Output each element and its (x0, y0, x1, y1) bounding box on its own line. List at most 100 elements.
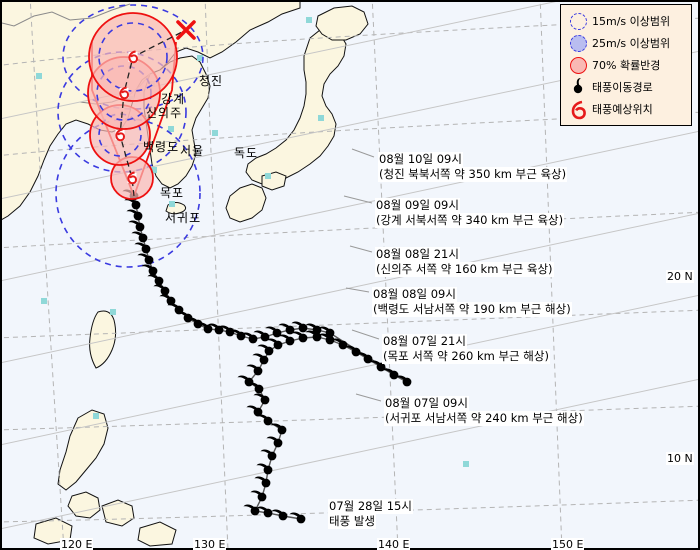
track-symbol (395, 375, 412, 387)
typhoon-genesis-note: 07월 28일 15시 태풍 발생 (328, 499, 413, 529)
annotation-time: 08월 10일 09시 (378, 152, 463, 167)
track-symbol (260, 449, 277, 461)
annotation-past-0807-2100: 08월 07일 21시 (목포 서쪽 약 260 km 부근 해상) (382, 334, 550, 364)
track-symbol (147, 274, 164, 286)
forecast-typhoon-symbol (115, 128, 126, 142)
track-symbol (266, 338, 283, 350)
leader-line-past-0807-0900 (355, 393, 382, 402)
land-philippines-s1 (101, 499, 135, 527)
city-label-seoul: 서울 (180, 144, 205, 158)
leader-line-forecast-0810-0900 (351, 148, 375, 158)
city-marker (93, 413, 99, 419)
typhoon-past-glyph (573, 78, 583, 94)
genesis-time: 07월 28일 15시 (328, 499, 413, 514)
track-symbol (134, 242, 151, 254)
city-label-sinuiju: 신의주 (146, 106, 183, 120)
dissipation-x-stroke (176, 20, 196, 40)
legend-row-typhoon-past-icon: 태풍이동경로 (566, 76, 687, 98)
landmasses (2, 2, 369, 547)
city-marker (212, 130, 218, 136)
forecast-typhoon-symbol (127, 171, 138, 185)
annotation-forecast-0810-0900: 08월 10일 09시 (청진 북북서쪽 약 350 km 부근 육상) (378, 152, 568, 182)
leader-line-forecast-0808-2100 (349, 245, 373, 253)
annotation-time: 08월 09일 09시 (375, 198, 460, 213)
track-symbol (246, 364, 263, 376)
track-symbol (265, 326, 282, 338)
typhoon-forecast-icon (566, 98, 592, 120)
legend-row-red-circle-icon: 70% 확률반경 (566, 54, 687, 76)
city-marker (36, 73, 42, 79)
wind25-circle-fc-0810-0900 (98, 22, 168, 92)
legend-label: 태풍이동경로 (592, 81, 653, 94)
annotation-place: (서귀포 서남서쪽 약 240 km 부근 해상) (384, 411, 584, 426)
axis-tick-label: 10 N (666, 452, 694, 465)
annotation-place: (신의주 서쪽 약 160 km 부근 육상) (375, 262, 554, 277)
city-label-cheongjin: 청진 (199, 74, 224, 88)
track-symbol (246, 405, 263, 417)
legend-row-dashed-circle-open-icon: 15m/s 이상범위 (566, 10, 687, 32)
annotation-place: (청진 북북서쪽 약 350 km 부근 육상) (378, 167, 568, 182)
track-symbol (291, 321, 308, 333)
track-symbol (128, 220, 145, 232)
secondary-graticule (2, 2, 698, 530)
track-symbol (289, 512, 306, 524)
typhoon-forecast-glyph (571, 100, 586, 120)
city-marker (318, 115, 324, 121)
track-symbol (257, 344, 274, 356)
city-marker (151, 167, 157, 173)
land-taiwan (89, 310, 117, 369)
track-symbol (131, 231, 148, 243)
axis-tick-label: 120 E (60, 538, 94, 550)
dissipation-x-icon (176, 20, 196, 40)
track-symbol (305, 323, 322, 335)
annotation-leader-lines (343, 148, 382, 402)
track-symbol (278, 323, 295, 335)
track-symbol (271, 509, 288, 521)
wind25-circle-fc-0808-2100 (98, 113, 142, 157)
leader-line-forecast-0809-0900 (343, 195, 373, 204)
track-symbol (126, 209, 143, 221)
land-philippines-luzon (57, 409, 109, 491)
city-marker (169, 201, 175, 207)
leader-line-forecast-0808-0900 (345, 287, 370, 293)
dashed-circle-filled-icon (566, 32, 592, 54)
city-marker (265, 173, 271, 179)
legend-label: 70% 확률반경 (592, 59, 661, 72)
annotation-time: 08월 08일 21시 (375, 247, 460, 262)
red-circle-icon (566, 54, 592, 76)
forecast-typhoon-symbol (119, 86, 130, 100)
city-label-dokdo: 독도 (234, 146, 259, 160)
dashed-circle-filled-shape (570, 35, 587, 52)
leader-line-past-0807-2100 (351, 329, 380, 340)
annotation-place: (목포 서쪽 약 260 km 부근 해상) (382, 349, 550, 364)
annotation-past-0807-0900: 08월 07일 09시 (서귀포 서남서쪽 약 240 km 부근 해상) (384, 396, 584, 426)
track-symbol (243, 504, 260, 516)
annotation-forecast-0808-0900: 08월 08일 09시 (백령도 서남서쪽 약 190 km 부근 해상) (372, 287, 572, 317)
city-marker (110, 309, 116, 315)
track-symbol (356, 352, 373, 364)
track-symbol (266, 436, 283, 448)
track-symbol (250, 490, 267, 502)
forecast-typhoon-symbols (115, 50, 139, 185)
track-symbol (207, 323, 224, 335)
track-symbol (137, 253, 154, 265)
track-symbol (252, 353, 269, 365)
city-label-ganggye: 강계 (161, 92, 186, 106)
track-symbol (369, 360, 386, 372)
annotation-time: 08월 07일 21시 (382, 334, 467, 349)
land-philippines-s3 (137, 521, 177, 547)
track-symbol (270, 423, 287, 435)
track-symbol (237, 375, 254, 387)
annotation-forecast-0808-2100: 08월 08일 21시 (신의주 서쪽 약 160 km 부근 육상) (375, 247, 554, 277)
land-japan-hokkaido (315, 5, 369, 41)
annotation-place: (백령도 서남서쪽 약 190 km 부근 해상) (372, 302, 572, 317)
city-marker (197, 55, 203, 61)
annotation-forecast-0809-0900: 08월 09일 09시 (강계 서북서쪽 약 340 km 부근 육상) (375, 198, 565, 228)
forecast-typhoon-symbol (128, 50, 139, 64)
track-symbol (253, 330, 270, 342)
land-japan-kyushu (225, 183, 267, 223)
track-symbol (256, 463, 273, 475)
